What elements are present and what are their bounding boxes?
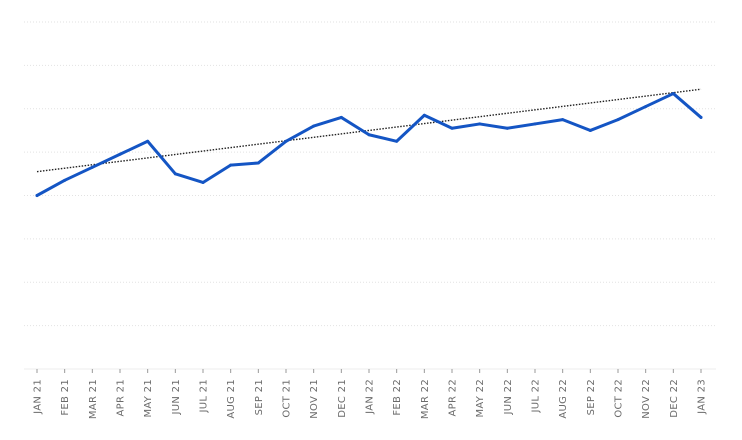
x-axis-labels: JAN 21 FEB 21 MAR 21 APR 21 MAY 21 JUN 21 JUL …	[33, 379, 708, 419]
data-point	[35, 194, 39, 197]
data-point	[616, 118, 620, 122]
data-point	[395, 139, 399, 143]
x-tick-label: JAN 22	[365, 379, 376, 415]
data-point	[146, 139, 150, 143]
x-tick-label: FEB 21	[60, 379, 71, 416]
x-tick-label: MAY 22	[475, 379, 486, 418]
x-tick-label: NOV 21	[309, 379, 320, 419]
data-point	[339, 115, 343, 119]
x-tick-label: AUG 21	[226, 379, 237, 419]
data-point	[118, 152, 122, 156]
data-point	[561, 118, 565, 122]
data-point	[173, 172, 177, 176]
data-point	[284, 139, 288, 143]
data-point	[367, 133, 371, 137]
data-point	[644, 105, 648, 109]
x-tick-label: NOV 22	[641, 379, 652, 419]
data-point	[256, 161, 260, 165]
x-tick-label: JUN 22	[503, 379, 514, 415]
data-point	[312, 124, 316, 128]
trendline	[36, 88, 702, 173]
data-point	[450, 126, 454, 130]
x-tick-label: OCT 22	[614, 379, 625, 418]
x-tick-label: OCT 21	[282, 379, 293, 418]
data-point	[699, 115, 703, 119]
data-point	[90, 165, 94, 169]
x-tick-label: MAR 22	[420, 379, 431, 419]
x-tick-label: DEC 22	[669, 379, 680, 418]
data-point	[588, 128, 592, 132]
x-tick-label: AUG 22	[558, 379, 569, 419]
series-points	[35, 92, 703, 197]
x-tick-label: JAN 21	[33, 379, 44, 415]
gridlines	[24, 21, 716, 327]
x-tick-label: MAR 21	[88, 379, 99, 419]
x-tick-label: FEB 22	[392, 379, 403, 416]
x-tick-label: JUN 21	[171, 379, 182, 415]
x-axis-ticks	[36, 369, 702, 373]
data-point	[505, 126, 509, 130]
x-tick-label: SEP 22	[586, 379, 597, 415]
x-tick-label: JUL 22	[531, 379, 542, 414]
x-tick-label: APR 22	[448, 379, 459, 417]
data-point	[533, 122, 537, 126]
x-tick-label: MAY 21	[143, 379, 154, 418]
data-point	[229, 163, 233, 167]
x-tick-label: APR 21	[116, 379, 127, 417]
data-point	[671, 92, 675, 96]
data-point	[478, 122, 482, 126]
x-tick-label: JUL 21	[199, 379, 210, 414]
x-tick-label: SEP 21	[254, 379, 265, 415]
x-tick-label: DEC 21	[337, 379, 348, 418]
data-point	[201, 180, 205, 184]
data-point	[63, 178, 67, 182]
x-tick-label: JAN 23	[697, 379, 708, 415]
data-point	[422, 113, 426, 117]
